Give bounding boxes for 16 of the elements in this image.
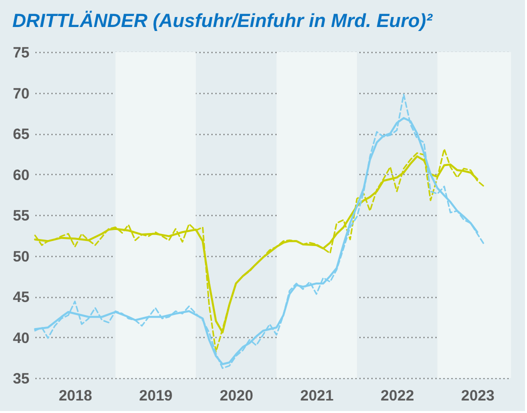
y-tick-label: 75	[12, 44, 30, 62]
y-tick-label: 35	[12, 370, 30, 388]
chart-title: DRITTLÄNDER (Ausfuhr/Einfuhr in Mrd. Euro)²	[12, 10, 434, 32]
x-tick-label: 2020	[220, 388, 254, 404]
y-tick-label: 65	[12, 126, 30, 143]
y-tick-label: 45	[12, 289, 30, 306]
x-tick-label: 2018	[58, 388, 92, 404]
y-tick-label: 50	[12, 248, 30, 266]
y-tick-label: 55	[12, 208, 30, 224]
y-tick-label: 60	[12, 166, 30, 184]
x-tick-label: 2022	[380, 388, 414, 404]
x-tick-label: 2019	[139, 388, 173, 404]
x-tick-label: 2023	[461, 388, 494, 404]
x-tick-label: 2021	[300, 388, 334, 404]
y-tick-label: 40	[12, 330, 30, 347]
y-tick-label: 70	[12, 85, 30, 102]
